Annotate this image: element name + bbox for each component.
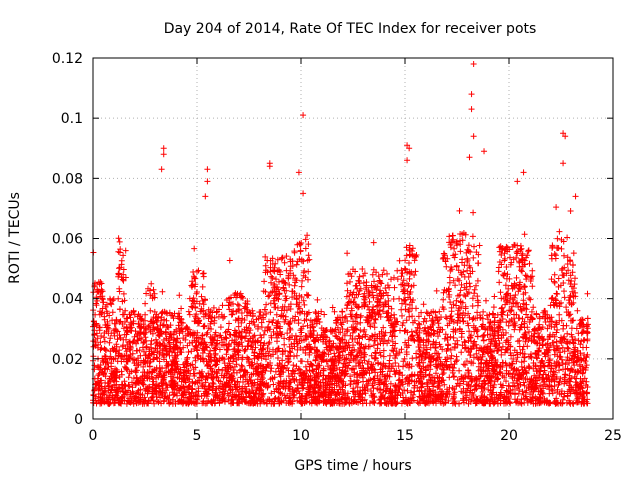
roti-peak-point xyxy=(404,142,411,149)
roti-peak-point xyxy=(160,145,167,152)
roti-peak-point xyxy=(158,166,165,173)
x-tick-label: 15 xyxy=(396,428,414,444)
roti-peak-point xyxy=(406,145,413,152)
roti-peak-point xyxy=(481,148,488,155)
roti-peak-point xyxy=(560,160,567,167)
y-tick-label: 0.08 xyxy=(52,171,83,187)
data-points xyxy=(90,61,591,407)
roti-peak-point xyxy=(466,154,473,161)
roti-peak-point xyxy=(204,166,211,173)
x-axis-label: GPS time / hours xyxy=(294,458,411,474)
y-tick-label: 0 xyxy=(74,412,83,428)
roti-peak-point xyxy=(468,91,475,98)
roti-peak-point xyxy=(572,193,579,200)
chart-title: Day 204 of 2014, Rate Of TEC Index for r… xyxy=(164,21,537,37)
roti-peak-point xyxy=(562,133,569,140)
roti-peak-point xyxy=(514,178,521,185)
axis-ticks: 0 5 10 15 20 25 0 0.02 0.04 0.06 0.08 0.1 0.12 xyxy=(52,51,622,444)
roti-peak-point xyxy=(470,133,477,140)
y-tick-label: 0.1 xyxy=(61,111,83,127)
roti-peak-point xyxy=(204,178,211,185)
roti-peak-point xyxy=(520,169,527,176)
roti-peak-point xyxy=(202,193,209,200)
roti-peak-point xyxy=(300,190,307,197)
y-tick-label: 0.04 xyxy=(52,292,83,308)
roti-peak-point xyxy=(560,130,567,137)
roti-peak-point xyxy=(470,61,477,68)
x-tick-label: 0 xyxy=(89,428,98,444)
roti-peak-point xyxy=(468,106,475,113)
x-tick-label: 20 xyxy=(500,428,518,444)
roti-peak-point xyxy=(404,157,411,164)
y-axis-label: ROTI / TECUs xyxy=(7,192,23,284)
x-tick-label: 10 xyxy=(292,428,310,444)
roti-peak-point xyxy=(160,151,167,158)
roti-peak-point xyxy=(300,112,307,119)
roti-peak-point xyxy=(266,163,273,170)
x-tick-label: 5 xyxy=(193,428,202,444)
y-tick-label: 0.12 xyxy=(52,51,83,67)
roti-point-cloud xyxy=(90,204,591,407)
y-tick-label: 0.02 xyxy=(52,352,83,368)
y-tick-label: 0.06 xyxy=(52,232,83,248)
x-tick-label: 25 xyxy=(604,428,622,444)
roti-peak-point xyxy=(295,169,302,176)
